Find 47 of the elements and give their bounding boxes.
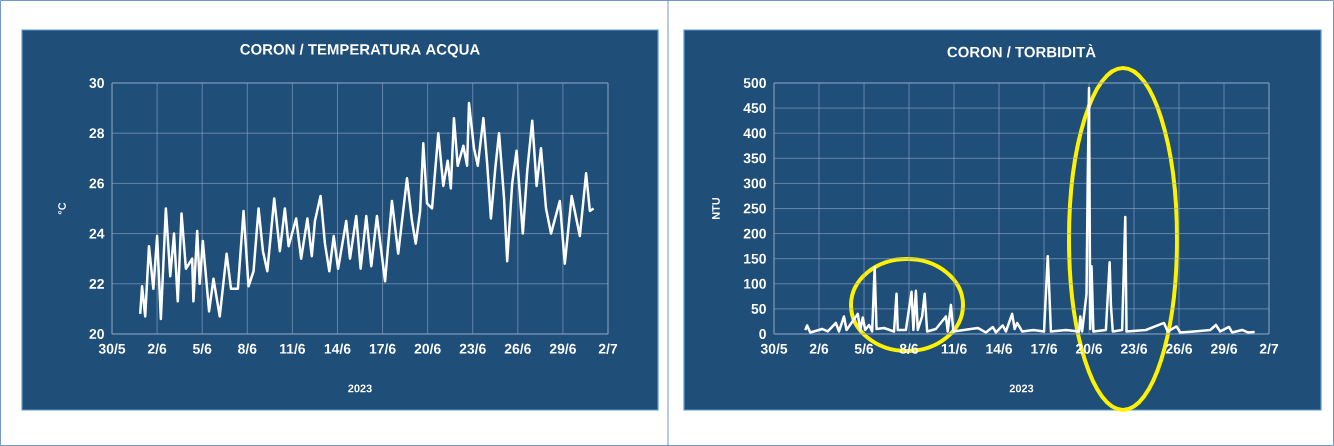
x-tick-label: 14/6 [986,343,1013,354]
y-tick-label: 30 [89,78,104,88]
y-tick-label: 28 [89,128,105,139]
x-tick-label: 20/6 [414,343,441,354]
y-tick-label: 300 [743,178,766,189]
y-tick-label: 0 [759,329,766,339]
x-axis-title: 2023 [348,384,372,393]
x-tick-label: 26/6 [1165,343,1193,354]
y-axis-title: NTU [712,197,720,220]
x-tick-label: 2/6 [147,343,167,354]
x-tick-label: 23/6 [1120,343,1148,354]
line-series [138,101,595,321]
x-tick-label: 26/6 [504,343,531,354]
x-tick-label: 8/6 [238,343,257,354]
x-tick-label: 30/5 [760,343,788,354]
y-axis-title: °C [58,202,66,215]
x-tick-label: 2/7 [598,343,618,354]
y-tick-label: 200 [743,228,766,239]
chart-title: CORON / TORBIDITÀ [947,43,1096,58]
y-tick-label: 500 [743,78,766,88]
x-tick-label: 29/6 [549,343,576,354]
y-tick-label: 26 [89,178,104,189]
x-tick-label: 5/6 [854,343,874,354]
y-tick-label: 50 [751,303,766,314]
x-tick-label: 14/6 [324,343,351,354]
y-tick-label: 450 [743,103,766,114]
x-tick-label: 29/6 [1210,343,1238,354]
x-tick-label: 2/6 [809,343,829,354]
x-tick-label: 11/6 [280,343,306,354]
y-tick-label: 150 [744,253,766,264]
y-tick-label: 400 [743,128,766,139]
y-tick-label: 350 [743,153,766,164]
x-tick-label: 2/7 [1259,343,1279,354]
x-tick-label: 17/6 [1031,343,1058,354]
x-tick-label: 30/5 [98,343,126,354]
x-tick-label: 11/6 [941,343,967,354]
line-series [804,86,1256,334]
chart-title: CORON / TEMPERATURA ACQUA [240,43,480,58]
x-axis-title: 2023 [1009,384,1034,393]
y-tick-label: 100 [744,278,766,289]
y-tick-label: 20 [89,329,104,339]
x-tick-label: 5/6 [192,343,212,354]
x-tick-label: 23/6 [459,343,486,354]
y-tick-label: 24 [89,228,105,239]
y-tick-label: 250 [743,203,766,214]
y-tick-label: 22 [89,278,104,289]
x-tick-label: 17/6 [369,343,396,354]
